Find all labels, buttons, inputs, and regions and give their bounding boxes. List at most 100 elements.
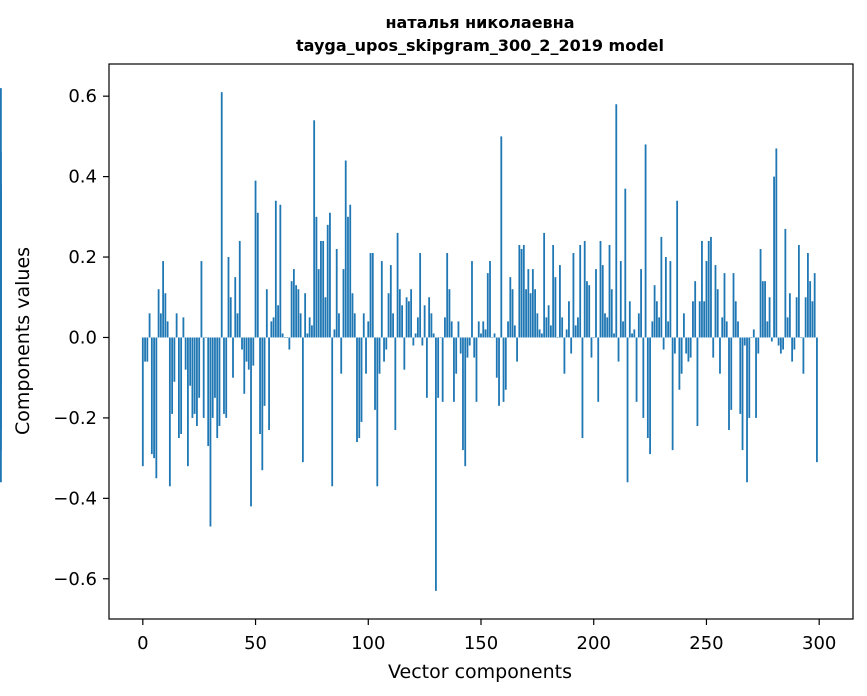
bar — [504, 337, 507, 390]
y-axis-label: Components values — [12, 247, 34, 435]
bar — [256, 212, 259, 338]
bar — [223, 337, 225, 414]
bar — [498, 337, 500, 406]
bar — [376, 337, 379, 487]
bar — [673, 337, 676, 354]
bar — [412, 337, 415, 346]
bar — [764, 281, 766, 338]
bar — [299, 313, 302, 338]
x-tick-label: 50 — [244, 633, 267, 654]
bar — [477, 321, 480, 338]
bar — [444, 317, 446, 338]
bar — [687, 337, 690, 362]
bar — [374, 337, 376, 410]
bar — [583, 240, 586, 338]
bar — [640, 269, 642, 338]
bar — [290, 281, 293, 338]
bar — [378, 337, 381, 374]
bar — [509, 277, 512, 338]
bar — [220, 92, 223, 338]
bar — [644, 144, 647, 338]
x-tick-label: 0 — [137, 633, 148, 654]
bar — [459, 337, 462, 354]
bar — [816, 337, 818, 463]
bar — [356, 337, 358, 443]
bar — [295, 285, 298, 338]
bar — [281, 333, 284, 338]
bar — [651, 321, 654, 338]
bar — [683, 313, 685, 338]
bar — [554, 277, 557, 338]
bar — [405, 297, 408, 338]
bar — [565, 329, 568, 338]
bar — [207, 337, 210, 447]
bar — [317, 269, 320, 338]
bar — [768, 297, 771, 338]
chart-title: наталья николаевна — [385, 13, 574, 32]
bar — [392, 313, 394, 338]
bar — [333, 329, 336, 338]
bar — [265, 289, 268, 338]
bar — [757, 337, 760, 354]
bar — [696, 337, 699, 426]
y-tick-label: −0.4 — [53, 488, 97, 509]
bar — [297, 289, 300, 338]
bar — [326, 224, 329, 338]
bar — [522, 244, 525, 338]
bar — [331, 337, 334, 487]
bar — [261, 337, 264, 471]
y-tick-label: 0.0 — [68, 327, 97, 348]
bar — [622, 321, 624, 338]
bar — [703, 301, 706, 338]
bar — [0, 337, 2, 451]
bar — [349, 204, 352, 338]
bar — [685, 337, 688, 354]
bar — [338, 313, 340, 338]
bar — [737, 321, 739, 338]
x-tick-label: 250 — [689, 633, 723, 654]
bar — [360, 337, 363, 422]
bar — [252, 337, 255, 366]
bar — [671, 337, 674, 451]
bar — [229, 297, 232, 338]
bar — [342, 269, 345, 338]
bar — [164, 293, 167, 338]
bar — [437, 337, 440, 398]
bar — [536, 313, 539, 338]
bar — [734, 301, 737, 338]
x-axis-label: Vector components — [388, 661, 572, 683]
bar — [471, 261, 473, 338]
bar — [804, 297, 807, 338]
bar — [568, 301, 570, 338]
bar — [286, 337, 289, 338]
bar — [468, 337, 471, 346]
bar — [513, 325, 516, 338]
bar — [563, 337, 566, 374]
bar — [430, 313, 433, 338]
bar — [797, 244, 800, 338]
bar — [493, 333, 496, 338]
bar — [428, 297, 431, 338]
bar — [773, 176, 775, 338]
bar — [245, 337, 248, 362]
bar — [811, 301, 814, 338]
bar — [800, 337, 803, 338]
bar — [450, 321, 453, 338]
x-axis-ticks: 0 50 100 150 200 250 300 — [137, 619, 836, 654]
bar — [225, 337, 228, 418]
bar — [358, 337, 361, 439]
x-tick-label: 300 — [802, 633, 836, 654]
bar — [180, 337, 183, 434]
bar — [432, 333, 435, 338]
bar — [545, 317, 548, 338]
bar — [721, 317, 724, 338]
bar — [394, 337, 397, 430]
bar — [775, 148, 778, 338]
bar — [367, 321, 370, 338]
bar — [608, 244, 611, 338]
bar — [335, 249, 338, 338]
bar — [202, 337, 205, 418]
bar — [216, 337, 219, 439]
bar — [446, 253, 449, 338]
bar — [383, 337, 385, 362]
